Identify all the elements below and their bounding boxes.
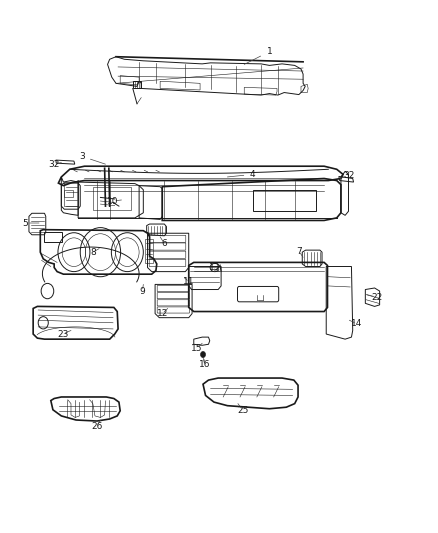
Text: 11: 11 <box>183 277 194 286</box>
Text: 14: 14 <box>351 319 363 328</box>
Text: 6: 6 <box>162 239 167 248</box>
Text: 15: 15 <box>191 344 203 353</box>
Text: 3: 3 <box>79 152 85 161</box>
Text: 25: 25 <box>238 406 249 415</box>
Text: 13: 13 <box>209 263 221 272</box>
Text: 26: 26 <box>92 422 103 431</box>
Text: 9: 9 <box>140 287 145 296</box>
Text: 32: 32 <box>49 160 60 168</box>
Text: 5: 5 <box>22 219 28 228</box>
Text: 4: 4 <box>250 170 255 179</box>
Text: 12: 12 <box>156 309 168 318</box>
Text: 23: 23 <box>57 329 68 338</box>
Text: 10: 10 <box>107 197 119 206</box>
Text: 7: 7 <box>296 247 302 256</box>
Text: 16: 16 <box>198 360 210 369</box>
Circle shape <box>201 351 205 358</box>
Text: 8: 8 <box>90 248 96 257</box>
Text: 1: 1 <box>267 47 272 56</box>
Text: 22: 22 <box>371 293 382 302</box>
Text: 32: 32 <box>343 171 354 180</box>
